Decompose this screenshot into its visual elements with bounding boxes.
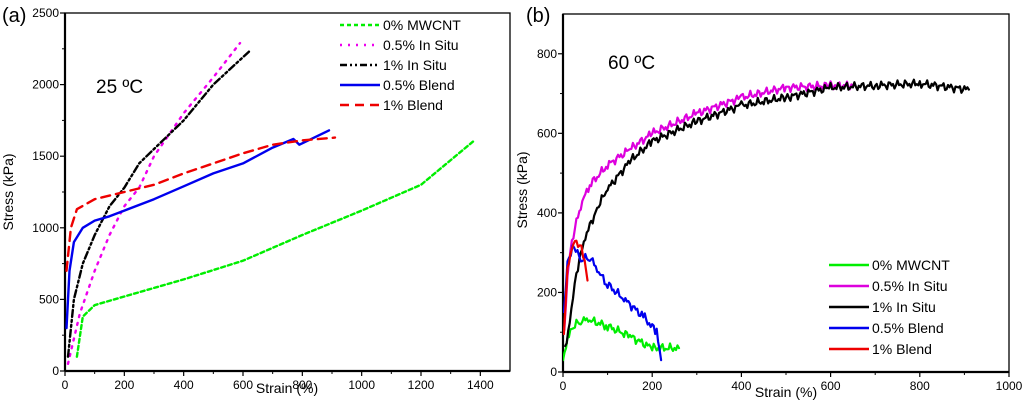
panel-b-legend: 0% MWCNT 0.5% In Situ 1% In Situ 0.5% Blend… [829,257,950,357]
panel-b-legend-label: 0.5% In Situ [872,278,948,294]
panel-b-y-axis-title: Stress (kPa) [514,151,530,228]
panel-a-y-tick-label: 1500 [32,149,59,163]
panel-b-x-tick-label: 600 [821,379,841,393]
panel-a-series-0-5-in-situ [66,41,242,365]
panel-b-y-tick-label: 0 [550,365,557,379]
panel-a-legend-label: 0.5% In Situ [383,37,459,53]
panel-b-y-tick-label: 400 [537,206,557,220]
panel-a-y-tick-label: 2500 [32,6,59,20]
panel-b-x-tick-label: 0 [560,379,567,393]
panel-b-legend-label: 1% In Situ [872,299,936,315]
panel-b-legend-label: 1% Blend [872,341,932,357]
panel-a-y-tick-label: 500 [39,292,59,306]
panel-a-x-tick-label: 400 [174,378,194,392]
panel-b-legend-label: 0.5% Blend [872,320,944,336]
panel-b-y-tick-label: 200 [537,285,557,299]
panel-a-temperature-annotation: 25 ºC [96,77,143,98]
panel-b-x-tick-label: 800 [910,379,930,393]
panel-b-series-0-5-blend [563,244,663,362]
panel-a-x-tick-label: 1400 [467,378,494,392]
panel-a-x-tick-label: 1000 [348,378,375,392]
panel-a-series-0-5-blend [65,129,331,330]
panel-a-x-tick-label: 200 [114,378,134,392]
panel-b-temperature-annotation: 60 ºC [608,53,655,74]
panel-b-x-tick-label: 1000 [996,379,1023,393]
panel-a-legend-label: 0% MWCNT [383,17,461,33]
panel-b-series-1-in-situ [564,78,971,348]
panel-a-series-1-in-situ [66,50,251,358]
panel-a-y-axis-title: Stress (kPa) [0,153,16,230]
panel-a-x-axis-title: Strain (%) [256,380,318,396]
panel-a-x-tick-label: 800 [292,378,312,392]
panel-a-x-tick-label: 0 [62,378,69,392]
panel-a-legend-label: 0.5% Blend [383,77,455,93]
panel-a-y-tick-label: 0 [52,364,59,378]
panel-b-series-1-blend [563,239,589,336]
panel-a: (a) 25 ºC Strain (%) Stress (kPa) 0 200 40… [0,5,511,396]
panel-a-legend: 0% MWCNT 0.5% In Situ 1% In Situ 0.5% Blend… [340,17,461,113]
panel-a-x-tick-label: 1200 [408,378,435,392]
panel-b-x-tick-label: 200 [642,379,662,393]
panel-a-legend-label: 1% Blend [383,97,443,113]
panel-a-y-tick-label: 1000 [32,221,59,235]
panel-b-x-axis-title: Strain (%) [755,384,817,400]
panel-b-series-0-mwcnt [563,316,681,362]
panel-b-y-tick-label: 600 [537,126,557,140]
panel-b-y-tick-label: 800 [537,47,557,61]
panel-b: (b) 60 ºC Strain (%) Stress (kPa) 0 200 40… [514,5,1023,400]
panel-a-legend-label: 1% In Situ [383,57,447,73]
panel-a-x-tick-label: 600 [233,378,253,392]
panel-b-x-tick-label: 400 [731,379,751,393]
panel-a-y-tick-label: 2000 [32,78,59,92]
panel-a-label: (a) [2,5,26,27]
panel-b-series-0-5-in-situ [563,80,855,332]
panel-a-series-0-mwcnt [75,139,476,358]
panel-a-series-1-blend [65,136,337,272]
panel-b-label: (b) [526,5,550,27]
panel-b-legend-label: 0% MWCNT [872,257,950,273]
